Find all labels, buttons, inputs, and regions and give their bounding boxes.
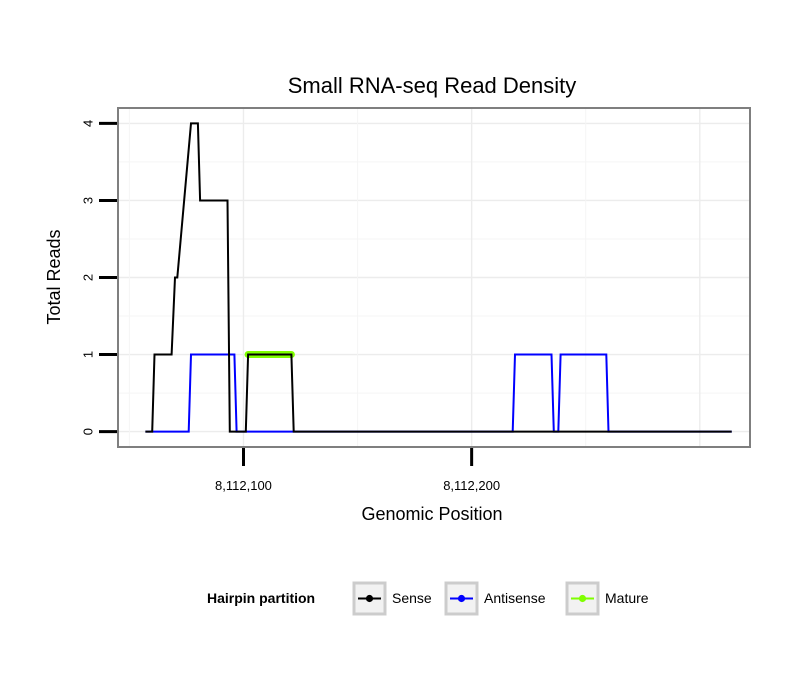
legend-label-mature: Mature	[605, 590, 649, 606]
legend: Hairpin partition Sense Antisense Mature	[207, 581, 649, 616]
legend-label-sense: Sense	[392, 590, 432, 606]
legend-key-point	[578, 594, 587, 603]
series-layer	[145, 122, 732, 433]
chart-title: Small RNA-seq Read Density	[288, 73, 577, 98]
y-tick-label: 4	[81, 120, 96, 127]
y-tick-label: 3	[81, 197, 96, 204]
series-line-antisense	[145, 353, 732, 433]
legend-key-mature	[565, 581, 600, 616]
x-tick-label: 8,112,100	[215, 478, 272, 493]
series-line-sense	[145, 122, 732, 433]
legend-key-point	[457, 594, 466, 603]
y-axis-title: Total Reads	[44, 229, 64, 324]
legend-label-antisense: Antisense	[484, 590, 546, 606]
y-axis: 0 1 2 3 4	[81, 120, 117, 435]
x-axis: 8,112,100 8,112,200	[215, 448, 500, 493]
legend-title: Hairpin partition	[207, 590, 315, 606]
legend-key-point	[365, 594, 374, 603]
y-tick-label: 0	[81, 428, 96, 435]
x-axis-title: Genomic Position	[361, 504, 502, 524]
y-tick-label: 2	[81, 274, 96, 281]
x-tick-label: 8,112,200	[443, 478, 500, 493]
plot-border	[117, 107, 751, 448]
y-tick-label: 1	[81, 351, 96, 358]
